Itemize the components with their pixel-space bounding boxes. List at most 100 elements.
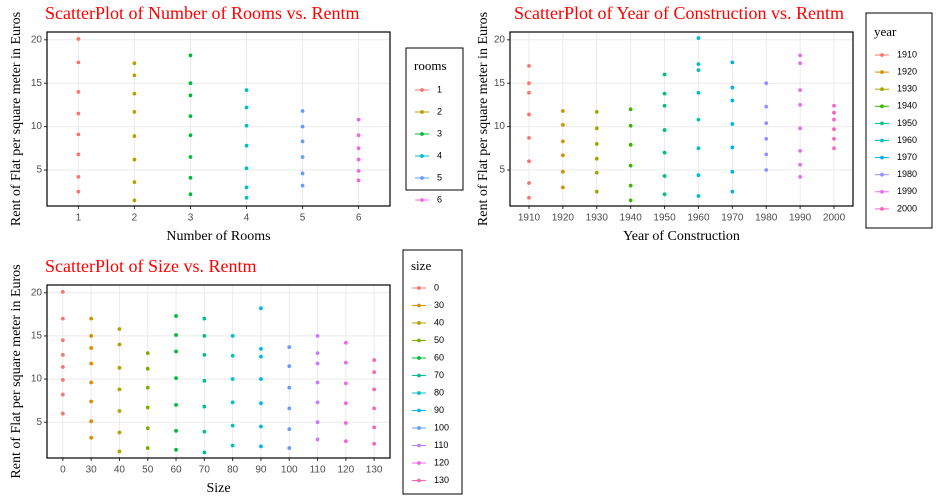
point xyxy=(696,62,701,67)
x-tick-label: 1960 xyxy=(687,213,710,224)
point xyxy=(315,351,320,356)
point xyxy=(764,81,769,86)
x-tick-label: 110 xyxy=(310,465,326,476)
point xyxy=(372,441,377,446)
point xyxy=(287,446,292,450)
point xyxy=(560,169,565,174)
point xyxy=(300,183,305,188)
point xyxy=(594,189,599,194)
point xyxy=(730,98,735,103)
point xyxy=(89,419,94,424)
point xyxy=(244,195,249,200)
legend-label: 1990 xyxy=(897,186,917,196)
point xyxy=(202,404,207,409)
point xyxy=(343,381,348,386)
point xyxy=(527,81,531,86)
legend-label: 130 xyxy=(434,475,449,485)
legend-label: 1 xyxy=(437,84,442,94)
point xyxy=(76,152,81,157)
x-axis-label: Number of Rooms xyxy=(166,229,270,244)
legend-label: 2 xyxy=(437,106,442,116)
point xyxy=(76,60,81,65)
point xyxy=(117,365,122,370)
point xyxy=(188,175,193,180)
y-axis-label: Rent of Flat per square meter in Euros xyxy=(476,12,491,226)
point xyxy=(132,134,137,139)
point xyxy=(628,142,633,147)
point xyxy=(764,168,769,172)
point xyxy=(60,378,65,382)
point xyxy=(117,449,122,454)
point xyxy=(174,428,178,433)
point xyxy=(343,401,348,406)
y-tick-label: 10 xyxy=(31,374,43,385)
y-tick-label: 15 xyxy=(494,78,506,89)
point xyxy=(259,401,263,406)
legend-key-point xyxy=(880,155,884,160)
point xyxy=(356,146,361,151)
point xyxy=(764,121,769,126)
legend-label: 0 xyxy=(434,282,439,292)
point xyxy=(188,53,193,58)
x-tick-label: 40 xyxy=(114,465,126,476)
point xyxy=(132,109,137,114)
point xyxy=(145,446,150,450)
x-axis-label: Year of Construction xyxy=(623,229,740,244)
x-tick-label: 2000 xyxy=(823,213,846,224)
point xyxy=(60,338,65,343)
x-tick-label: 60 xyxy=(170,465,182,476)
x-tick-label: 130 xyxy=(366,465,383,476)
point xyxy=(244,105,249,110)
point xyxy=(527,135,531,140)
legend-key-point xyxy=(417,321,421,325)
point xyxy=(132,180,137,185)
point xyxy=(696,68,701,73)
legend-label: 5 xyxy=(437,172,442,182)
plot-frame xyxy=(46,31,391,207)
point xyxy=(145,385,150,390)
x-tick-label: 1990 xyxy=(789,213,812,224)
legend-label: 30 xyxy=(434,300,444,310)
x-tick-label: 70 xyxy=(199,465,211,476)
legend-label: 1960 xyxy=(897,135,917,145)
point xyxy=(89,346,94,350)
x-tick-label: 0 xyxy=(60,465,66,476)
y-axis-label: Rent of Flat per square meter in Euros xyxy=(9,264,24,478)
y-tick-label: 10 xyxy=(494,121,506,132)
point xyxy=(594,156,599,161)
legend-key-point xyxy=(420,198,424,202)
point xyxy=(696,36,701,40)
point xyxy=(798,61,803,66)
point xyxy=(230,334,235,338)
point xyxy=(356,168,361,173)
point xyxy=(76,89,81,94)
point xyxy=(174,349,178,354)
point xyxy=(145,366,150,371)
point xyxy=(300,155,305,159)
point xyxy=(798,102,803,107)
point xyxy=(230,423,235,428)
point xyxy=(730,60,735,65)
point xyxy=(230,443,235,448)
point xyxy=(696,194,701,198)
point xyxy=(202,316,207,321)
point xyxy=(832,127,836,132)
point xyxy=(230,400,235,405)
legend-label: 4 xyxy=(437,150,442,160)
point xyxy=(60,352,65,357)
point xyxy=(798,126,803,131)
legend-label: 1980 xyxy=(897,169,917,179)
point xyxy=(188,81,193,86)
point xyxy=(730,189,735,194)
legend-label: 80 xyxy=(434,387,444,397)
point xyxy=(117,409,122,413)
legend-label: 1910 xyxy=(897,49,917,59)
point xyxy=(356,157,361,162)
legend-box xyxy=(405,47,464,191)
point xyxy=(60,365,65,369)
legend-key-point xyxy=(417,426,421,430)
point xyxy=(89,399,94,404)
legend-key-point xyxy=(880,104,884,109)
point xyxy=(174,376,178,381)
legend-key-point xyxy=(417,461,421,465)
